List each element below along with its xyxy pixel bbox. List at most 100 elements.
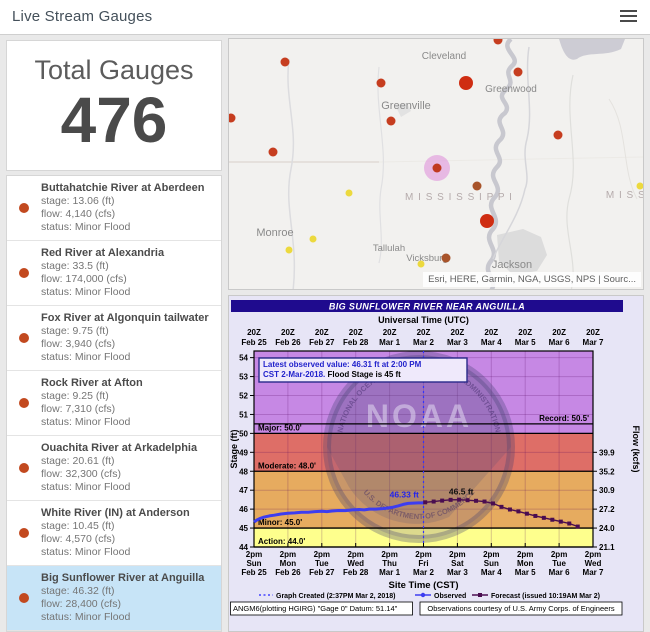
svg-text:20Z: 20Z xyxy=(281,328,295,337)
gauge-list-item[interactable]: Rock River at Afton stage: 9.25 (ft) flow:… xyxy=(7,371,221,436)
gauge-stage: stage: 13.06 (ft) xyxy=(41,195,115,207)
city-label: Tallulah xyxy=(373,243,405,254)
gauge-list-item[interactable]: Fox River at Algonquin tailwater stage: 9… xyxy=(7,306,221,371)
gauge-status-dot xyxy=(7,528,41,538)
svg-text:Wed: Wed xyxy=(347,559,364,568)
river xyxy=(485,39,517,289)
gauge-status-dot xyxy=(7,268,41,278)
svg-text:CST 2-Mar-2018. Flood Stage is: CST 2-Mar-2018. Flood Stage is 45 ft xyxy=(263,370,401,379)
svg-text:44: 44 xyxy=(239,543,248,552)
courtesy-footnote: Observations courtesy of U.S. Army Corps… xyxy=(427,604,614,613)
svg-text:Sun: Sun xyxy=(246,559,261,568)
gauge-marker-large[interactable] xyxy=(459,76,473,90)
gauge-marker[interactable] xyxy=(513,67,523,77)
svg-text:20Z: 20Z xyxy=(417,328,431,337)
svg-text:Mar 3: Mar 3 xyxy=(447,338,468,347)
gauge-flow: flow: 28,400 (cfs) xyxy=(41,598,121,610)
gauge-list-item[interactable]: Buttahatchie River at Aberdeen stage: 13.… xyxy=(7,176,221,241)
gauge-marker[interactable] xyxy=(268,147,278,157)
svg-text:49: 49 xyxy=(239,448,248,457)
gauge-stage: stage: 9.75 (ft) xyxy=(41,325,109,337)
svg-text:2pm: 2pm xyxy=(246,550,262,559)
river xyxy=(492,46,531,260)
svg-text:48: 48 xyxy=(239,467,248,476)
svg-text:Mon: Mon xyxy=(280,559,297,568)
svg-text:Mar 6: Mar 6 xyxy=(549,568,570,577)
gauge-list-item[interactable]: White River (IN) at Anderson stage: 10.45… xyxy=(7,501,221,566)
gauge-flow: flow: 3,940 (cfs) xyxy=(41,338,116,350)
svg-text:Feb 26: Feb 26 xyxy=(275,568,301,577)
svg-text:Mar 4: Mar 4 xyxy=(481,338,502,347)
hydrograph-image: BIG SUNFLOWER RIVER NEAR ANGUILLA Univers… xyxy=(229,300,641,616)
svg-text:20Z: 20Z xyxy=(383,328,397,337)
city-label: Vicksburg xyxy=(406,253,448,264)
gauge-marker[interactable] xyxy=(441,253,451,263)
gauge-marker[interactable] xyxy=(280,57,290,67)
svg-text:Mar 2: Mar 2 xyxy=(413,338,434,347)
gauge-flow: flow: 7,310 (cfs) xyxy=(41,403,116,415)
svg-text:20Z: 20Z xyxy=(552,328,566,337)
gauge-status-dot xyxy=(7,593,41,603)
svg-text:Mar 1: Mar 1 xyxy=(379,568,400,577)
gauge-status-dot xyxy=(7,203,41,213)
gauge-list-item[interactable]: Ouachita River at Arkadelphia stage: 20.6… xyxy=(7,436,221,501)
gauge-status: status: Minor Flood xyxy=(41,546,131,558)
gauge-marker-yellow[interactable] xyxy=(285,246,293,254)
gauge-name: Big Sunflower River at Anguilla xyxy=(41,572,205,584)
city-label: Jackson xyxy=(492,259,532,271)
gauge-marker[interactable] xyxy=(493,39,503,45)
hydrograph-panel: BIG SUNFLOWER RIVER NEAR ANGUILLA Univers… xyxy=(228,295,644,632)
gauge-marker-yellow[interactable] xyxy=(309,235,317,243)
svg-text:20Z: 20Z xyxy=(315,328,329,337)
svg-text:2pm: 2pm xyxy=(483,550,499,559)
map[interactable]: M I S S I S S I P P I M I S S I S S Clevel… xyxy=(228,38,644,290)
map-canvas[interactable]: M I S S I S S I P P I M I S S I S S Clevel… xyxy=(229,39,643,289)
right-axis-label: Flow (kcfs) xyxy=(631,425,641,472)
svg-text:Feb 26: Feb 26 xyxy=(275,338,301,347)
gauge-marker-yellow[interactable] xyxy=(345,189,353,197)
svg-text:Sat: Sat xyxy=(451,559,464,568)
gauge-flow: flow: 4,570 (cfs) xyxy=(41,533,116,545)
svg-text:27.2: 27.2 xyxy=(599,505,615,514)
menu-icon[interactable] xyxy=(620,10,637,23)
top-axis-label: Universal Time (UTC) xyxy=(378,315,469,325)
latest-observed-callout xyxy=(258,357,468,383)
city-label: Monroe xyxy=(256,227,293,239)
total-gauges-label: Total Gauges xyxy=(34,55,194,85)
gauge-marker[interactable] xyxy=(229,113,236,123)
gauge-marker-large[interactable] xyxy=(480,214,494,228)
svg-text:Mon: Mon xyxy=(517,559,534,568)
gauge-marker[interactable] xyxy=(553,130,563,140)
gauge-list-item[interactable]: Big Sunflower River at Anguilla stage: 46… xyxy=(7,566,221,631)
svg-text:47: 47 xyxy=(239,486,248,495)
flood-zone-minor xyxy=(254,471,593,529)
svg-text:20Z: 20Z xyxy=(518,328,532,337)
svg-text:Thu: Thu xyxy=(382,559,397,568)
svg-text:Sun: Sun xyxy=(484,559,499,568)
total-gauges-card: Total Gauges 476 xyxy=(6,40,222,171)
gauge-list[interactable]: Buttahatchie River at Aberdeen stage: 13.… xyxy=(6,175,222,632)
gauge-list-item[interactable]: Red River at Alexandria stage: 33.5 (ft) f… xyxy=(7,241,221,306)
threshold-label: Moderate: 48.0' xyxy=(258,461,316,470)
courtesy-footnote-box xyxy=(419,601,623,616)
svg-text:24.0: 24.0 xyxy=(599,524,615,533)
selected-gauge-marker[interactable] xyxy=(432,163,442,173)
gauge-marker[interactable] xyxy=(386,116,396,126)
svg-text:39.9: 39.9 xyxy=(599,448,615,457)
gauge-marker[interactable] xyxy=(376,78,386,88)
svg-text:50: 50 xyxy=(239,429,248,438)
svg-text:Mar 3: Mar 3 xyxy=(447,568,468,577)
state-label: M I S S I S S I P P I xyxy=(405,192,513,203)
svg-text:NOAA: NOAA xyxy=(366,398,472,434)
svg-text:2pm: 2pm xyxy=(415,550,431,559)
gauge-name: Ouachita River at Arkadelphia xyxy=(41,442,198,454)
svg-text:Tue: Tue xyxy=(552,559,566,568)
gauge-marker-yellow[interactable] xyxy=(636,182,644,190)
svg-text:2pm: 2pm xyxy=(280,550,296,559)
svg-text:Feb 25: Feb 25 xyxy=(241,568,267,577)
svg-text:Mar 5: Mar 5 xyxy=(515,338,536,347)
gauge-marker[interactable] xyxy=(472,181,482,191)
map-attribution[interactable]: Esri, HERE, Garmin, NGA, USGS, NPS | Sou… xyxy=(423,272,641,287)
gauge-marker-yellow[interactable] xyxy=(417,260,425,268)
